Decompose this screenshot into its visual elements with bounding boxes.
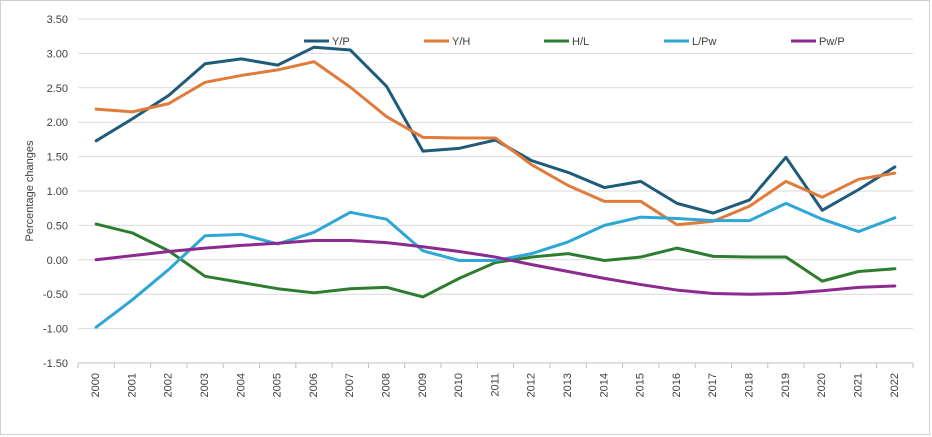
x-tick-label: 2014 (598, 373, 610, 397)
y-tick-label: -1.50 (43, 358, 68, 370)
legend-label: Y/P (332, 36, 350, 48)
x-tick-label: 2000 (90, 373, 102, 397)
y-tick-label: 1.00 (47, 186, 68, 198)
legend-label: Y/H (452, 36, 470, 48)
x-tick-label: 2019 (780, 373, 792, 397)
y-tick-label: 1.50 (47, 152, 68, 164)
series-line-y-h (94, 60, 897, 227)
y-axis-title: Percentage changes (24, 140, 36, 241)
legend-item: Y/P (304, 36, 350, 48)
x-tick-label: 2002 (163, 373, 175, 397)
series-line-pw-p (94, 239, 897, 296)
x-tick-label: 2013 (562, 373, 574, 397)
series-line-l-pw (94, 201, 897, 329)
legend-item: Pw/P (791, 36, 845, 48)
gridlines (78, 18, 913, 364)
series-line-h-l (94, 222, 897, 299)
x-tick-label: 2008 (380, 373, 392, 397)
legend-item: H/L (544, 36, 589, 48)
legend: Y/P Y/H H/L L/Pw Pw/P (304, 36, 845, 48)
x-tick-label: 2006 (308, 373, 320, 397)
x-tick-label: 2004 (235, 373, 247, 397)
x-tick-label: 2011 (489, 373, 501, 397)
x-tick-label: 2012 (526, 373, 538, 397)
series-line-y-p (94, 45, 897, 215)
x-tick-label: 2018 (744, 373, 756, 397)
y-tick-label: 2.00 (47, 117, 68, 129)
x-tick-label: 2015 (635, 373, 647, 397)
y-tick-label: 2.50 (47, 83, 68, 95)
x-tick-label: 2016 (671, 373, 683, 397)
y-tick-label: -1.00 (43, 324, 68, 336)
legend-item: L/Pw (664, 36, 717, 48)
y-tick-label: 0.00 (47, 255, 68, 267)
legend-item: Y/H (424, 36, 470, 48)
y-tick-label: 0.50 (47, 220, 68, 232)
y-tick-label: -0.50 (43, 289, 68, 301)
legend-label: H/L (572, 36, 589, 48)
x-tick-label: 2007 (344, 373, 356, 397)
axes: 3.50 3.00 2.50 2.00 1.50 1.00 0.50 0.00 -0.50 -1.… (43, 14, 914, 397)
x-tick-label: 2001 (126, 373, 138, 397)
series-lines (94, 45, 897, 329)
x-tick-label: 2021 (852, 373, 864, 397)
x-tick-label: 2005 (272, 373, 284, 397)
x-tick-label: 2022 (889, 373, 901, 397)
legend-label: Pw/P (819, 36, 845, 48)
x-tick-label: 2017 (707, 373, 719, 397)
y-tick-label: 3.50 (47, 14, 68, 26)
x-tick-label: 2010 (453, 373, 465, 397)
x-tick-label: 2020 (816, 373, 828, 397)
y-tick-label: 3.00 (47, 48, 68, 60)
x-tick-label: 2009 (417, 373, 429, 397)
legend-label: L/Pw (692, 36, 717, 48)
x-tick-label: 2003 (199, 373, 211, 397)
